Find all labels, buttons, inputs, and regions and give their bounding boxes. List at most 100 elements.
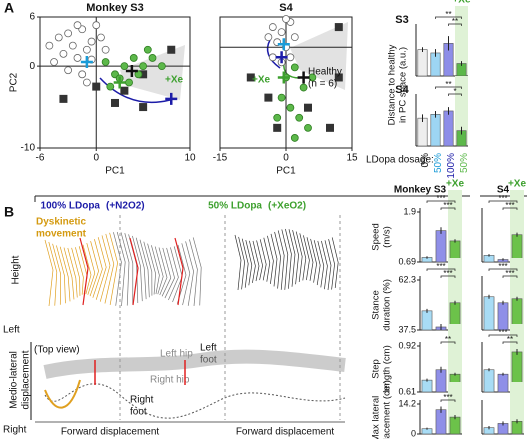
point [273, 113, 282, 122]
limb-highlight [79, 237, 89, 306]
bar [417, 117, 428, 147]
condition: 100% LDopa [41, 201, 101, 212]
point [268, 53, 277, 62]
x-tick-label: 15 [346, 153, 358, 164]
point [139, 62, 148, 71]
xe-background [510, 382, 524, 434]
limb [245, 239, 253, 286]
significance: ** [507, 335, 513, 344]
axis-label: Right [3, 425, 27, 436]
y-axis-label: length (cm) [382, 345, 393, 393]
limb [154, 246, 164, 295]
bar [421, 310, 433, 331]
mean-cross [113, 76, 126, 89]
category-label: 100% [446, 153, 457, 179]
point [106, 82, 115, 91]
point [286, 53, 295, 62]
limb [285, 228, 292, 289]
point [68, 41, 77, 50]
plot-frame [39, 16, 191, 149]
limb [48, 241, 58, 306]
significance: *** [436, 194, 445, 203]
limb [328, 239, 335, 290]
healthy-region [290, 22, 348, 90]
point [282, 15, 290, 23]
point [295, 113, 304, 122]
significance: ** [452, 17, 458, 26]
limb [132, 235, 143, 302]
axis-label: Forward displacement [61, 427, 160, 438]
y-tick-label: -10 [21, 143, 36, 154]
bar [449, 416, 461, 435]
point [59, 94, 68, 103]
limb [56, 245, 66, 304]
limb [67, 247, 78, 298]
significance-bracket [435, 16, 462, 19]
mean-cross [80, 56, 93, 69]
limb [299, 233, 307, 281]
limb [306, 237, 314, 281]
limb [63, 247, 75, 300]
annotation: Left [200, 343, 217, 354]
x-tick-label: 0 [93, 153, 99, 164]
point [334, 23, 343, 32]
significance: ** [445, 335, 451, 344]
significance: *** [498, 194, 507, 203]
annotation: Dyskinetic [36, 217, 86, 228]
bar [435, 369, 447, 393]
point [290, 134, 299, 142]
limb [277, 230, 285, 290]
point [87, 37, 96, 46]
limb [158, 247, 168, 296]
limb [267, 235, 274, 284]
healthy-region [120, 45, 185, 100]
limb [151, 245, 160, 295]
significance: *** [443, 201, 452, 210]
limb [189, 239, 198, 307]
y-axis-label: Distance to healthy [387, 44, 398, 125]
limb [147, 243, 156, 295]
point [304, 123, 312, 132]
limb [120, 232, 130, 306]
bar [483, 296, 495, 331]
significance-bracket [488, 200, 518, 203]
y-axis-label: Max lateral [371, 396, 382, 439]
significance-bracket [502, 275, 518, 278]
significance: *** [498, 262, 507, 271]
mean-cross [277, 71, 290, 84]
axis-label: Forward displacement [236, 427, 335, 438]
chart-title: S4 [395, 84, 409, 96]
x-tick-label: 0 [283, 153, 289, 164]
y-tick-label: 0.92 [398, 340, 416, 350]
point [246, 73, 255, 82]
y-tick-label: 0 [411, 428, 416, 438]
bar [497, 302, 509, 331]
x-axis-label: PC1 [276, 166, 296, 177]
xe-label: +Xe [452, 0, 471, 6]
limb [317, 240, 325, 288]
point [167, 45, 176, 54]
mean-cross [125, 65, 138, 78]
dosage-label: LDopa dosage: [366, 155, 434, 166]
limb [176, 244, 187, 304]
limb [274, 231, 281, 289]
point [101, 58, 110, 66]
point [92, 82, 101, 91]
point [92, 21, 101, 30]
condition: 50% LDopa [208, 201, 262, 212]
point [82, 45, 91, 54]
significance: ** [445, 80, 451, 89]
annotation: movement [36, 229, 87, 240]
y-axis-label: Speed [371, 223, 382, 250]
bar [417, 49, 428, 77]
point [134, 70, 143, 79]
limb [86, 242, 96, 295]
annotation: foot [130, 407, 147, 418]
axis-label: Height [11, 255, 22, 284]
limb [75, 247, 84, 295]
limb [59, 246, 71, 302]
limb [234, 234, 242, 291]
chart-title: S4 [279, 2, 293, 14]
point [148, 54, 157, 62]
limb [263, 237, 271, 282]
